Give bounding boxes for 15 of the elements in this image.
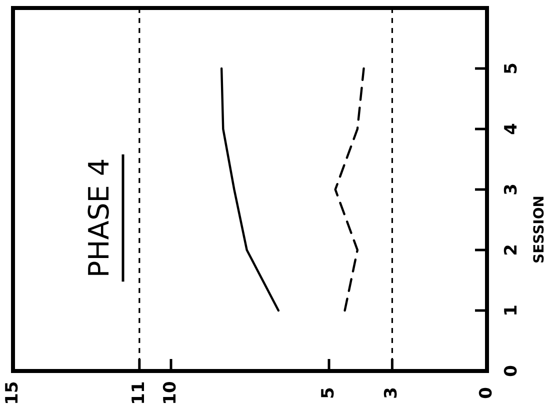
y-tick-label: 4 bbox=[501, 122, 522, 135]
y-tick-label: 0 bbox=[501, 364, 522, 377]
x-tick-label: 3 bbox=[382, 387, 402, 399]
annotation: PHASE 4 bbox=[82, 158, 116, 278]
x-tick-label: 5 bbox=[318, 387, 338, 399]
x-tick-label: 15 bbox=[2, 381, 22, 405]
y-tick-label: 1 bbox=[501, 304, 522, 316]
x-tick-label: 10 bbox=[160, 381, 180, 405]
y-tick-label: 5 bbox=[501, 62, 522, 74]
x-tick-label: 0 bbox=[476, 386, 496, 399]
y-tick-label: 2 bbox=[501, 244, 522, 256]
x-tick-label: 11 bbox=[128, 381, 149, 405]
line-series bbox=[334, 67, 365, 312]
y-tick-label: 3 bbox=[501, 184, 522, 196]
y-axis-title: SESSION bbox=[532, 195, 548, 264]
